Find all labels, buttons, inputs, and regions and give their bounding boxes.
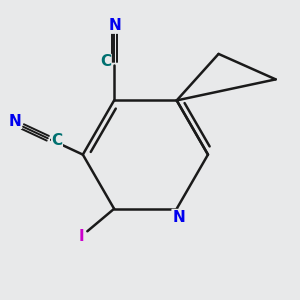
Text: N: N xyxy=(172,210,185,225)
Text: N: N xyxy=(9,114,22,129)
Text: N: N xyxy=(109,18,122,33)
Text: I: I xyxy=(78,229,84,244)
Text: C: C xyxy=(51,133,63,148)
Text: C: C xyxy=(100,54,111,69)
